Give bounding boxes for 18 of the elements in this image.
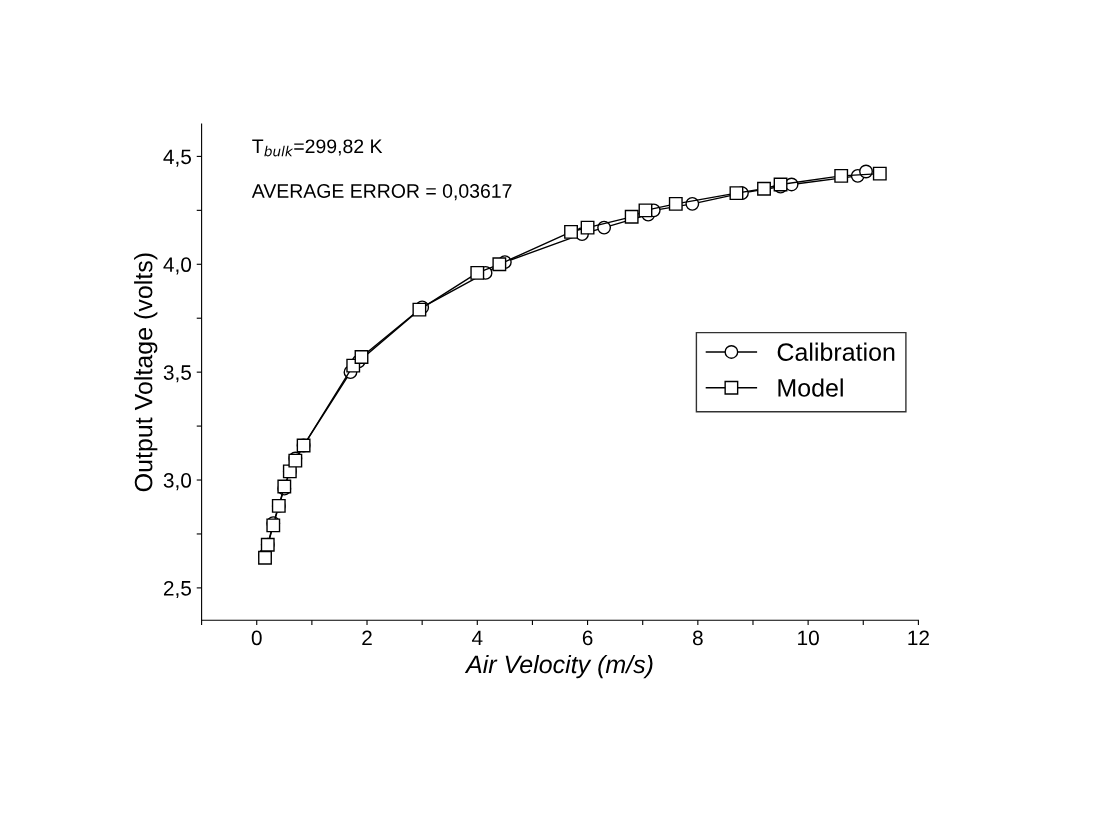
annotation: AVERAGE ERROR = 0,03617 xyxy=(251,184,512,201)
x-tick-label: 0 xyxy=(251,630,262,646)
y-axis-title: Output Voltage (volts) xyxy=(134,253,158,492)
legend-label: Model xyxy=(778,378,843,397)
x-tick-label: 12 xyxy=(908,630,929,646)
y-tick-label: 4,5 xyxy=(163,149,192,167)
y-tick-label: 3,5 xyxy=(163,365,192,383)
annotation: T$_{bulk}$=299,82 K xyxy=(252,139,383,157)
legend-label: Calibration xyxy=(777,342,895,361)
y-tick-label: 3,0 xyxy=(163,473,192,491)
y-tick-label: 4,0 xyxy=(163,257,192,275)
x-tick-label: 10 xyxy=(798,630,819,646)
x-tick-label: 2 xyxy=(362,630,372,646)
x-tick-label: 4 xyxy=(471,630,483,646)
y-tick-label: 2,5 xyxy=(163,580,192,599)
x-tick-label: 8 xyxy=(692,630,703,646)
x-tick-label: 6 xyxy=(582,630,593,646)
x-axis-title: Air Velocity (m/s) xyxy=(464,654,653,679)
